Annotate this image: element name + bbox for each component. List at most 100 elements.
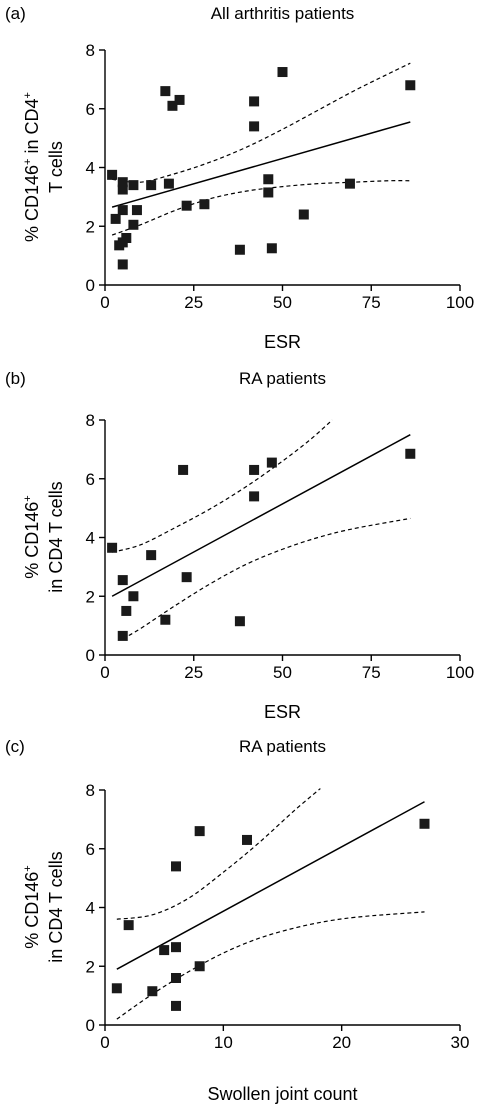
panel-a-data-point <box>405 80 416 91</box>
panel-c-data-point <box>419 818 430 829</box>
panel-c-y-tick-label: 0 <box>86 1016 95 1035</box>
panel-c-data-point <box>159 945 170 956</box>
panel-b-y-tick-label: 0 <box>86 646 95 665</box>
panel-b-data-point <box>121 605 132 616</box>
panel-a-y-label-line: T cells <box>46 141 66 193</box>
panel-a-data-point <box>107 169 118 180</box>
panel-c-y-tick-label: 2 <box>86 957 95 976</box>
panel-a-data-point <box>117 259 128 270</box>
panel-a-y-tick-label: 0 <box>86 276 95 295</box>
panel-a-data-point <box>263 187 274 198</box>
panel-c-x-tick-label: 10 <box>214 1033 233 1052</box>
panel-a-data-point <box>266 243 277 254</box>
panel-c-ci-lower <box>116 911 425 1020</box>
panel-c-x-tick-label: 30 <box>451 1033 470 1052</box>
panel-a-fit-line <box>111 121 411 208</box>
panel-c-data-point <box>147 986 158 997</box>
panel-b-data-point <box>405 448 416 459</box>
panel-a-data-point <box>131 205 142 216</box>
panel-c-y-label-line: % CD146+ <box>22 865 42 948</box>
panel-b-data-point <box>107 542 118 553</box>
panel-c-ci-upper <box>116 788 321 920</box>
panel-c-data-point <box>242 834 252 845</box>
panel-a-data-point <box>117 184 128 195</box>
panel-b: (b) RA patients 0 25 50 75 100 0 2 4 6 8 ESR % CD146+… <box>5 369 474 722</box>
panel-b-x-tick-label: 75 <box>362 663 381 682</box>
panel-c: (c) RA patients 0 10 20 30 0 2 4 6 8 Swollen joint … <box>5 737 469 1104</box>
panel-b-y-tick-label: 4 <box>86 529 95 548</box>
panel-c-data-point <box>171 973 181 983</box>
panel-c-data-point <box>194 961 205 972</box>
panel-a-data-point <box>249 121 260 132</box>
panel-a-data-point <box>277 67 288 78</box>
panel-a-data-point <box>167 100 178 111</box>
panel-b-x-tick-label: 50 <box>273 663 292 682</box>
panel-b-x-tick-label: 25 <box>184 663 203 682</box>
panel-a: (a) All arthritis patients 0 25 50 75 100 0 2 4 6 8… <box>5 4 474 352</box>
panel-c-y-tick-label: 8 <box>86 781 95 800</box>
panel-a-x-tick-label: 50 <box>273 293 292 312</box>
panel-b-x-tick-label: 0 <box>100 663 109 682</box>
panel-a-data-point <box>128 180 139 191</box>
panel-b-data-point <box>266 457 277 468</box>
panel-c-x-tick-label: 0 <box>100 1033 109 1052</box>
panel-a-y-tick-label: 2 <box>86 217 95 236</box>
panel-a-data-point <box>117 205 128 216</box>
panel-c-y-tick-label: 4 <box>86 899 95 918</box>
panel-b-y-tick-label: 6 <box>86 470 95 489</box>
panel-b-data-point <box>117 575 128 586</box>
panel-c-data-point <box>111 983 122 994</box>
panel-a-data-point <box>199 199 210 210</box>
panel-b-data-point <box>249 464 260 475</box>
panel-a-x-tick-label: 0 <box>100 293 109 312</box>
panel-b-ci-upper <box>111 419 333 553</box>
panel-a-data-point <box>121 233 132 243</box>
panel-a-title: All arthritis patients <box>211 4 355 23</box>
panel-a-data-point <box>174 94 185 105</box>
panel-c-y-tick-label: 6 <box>86 840 95 859</box>
panel-a-y-tick-label: 8 <box>86 41 95 60</box>
panel-a-ci-upper <box>112 62 411 183</box>
panel-a-data-point <box>234 244 245 255</box>
panel-a-y-label-line: % CD146+ in CD4+ <box>22 92 42 242</box>
panel-a-y-tick-label: 6 <box>86 100 95 119</box>
panel-a-x-tick-label: 25 <box>184 293 203 312</box>
panel-a-data-point <box>146 180 157 191</box>
panel-a-y-tick-label: 4 <box>86 159 95 178</box>
panel-b-y-label-line: in CD4 T cells <box>46 481 66 592</box>
panel-c-y-label-line: in CD4 T cells <box>46 851 66 962</box>
panel-a-x-tick-label: 100 <box>446 293 474 312</box>
panel-b-ci-lower <box>122 517 411 640</box>
panel-a-data-point <box>263 174 274 185</box>
panel-c-fit-line <box>116 801 425 970</box>
panel-a-data-point <box>117 177 128 188</box>
panel-c-data-point <box>123 920 134 931</box>
panel-b-data-point <box>181 572 192 583</box>
panel-a-data-point <box>344 178 355 189</box>
panel-c-title: RA patients <box>239 737 326 756</box>
panel-c-data-point <box>171 1000 181 1011</box>
panel-b-data-point <box>178 464 189 475</box>
panel-a-data-point <box>181 200 192 211</box>
panel-b-y-tick-label: 2 <box>86 587 95 606</box>
panel-b-letter: (b) <box>5 369 26 388</box>
panel-a-data-point <box>128 219 139 230</box>
panel-b-x-tick-label: 100 <box>446 663 474 682</box>
panel-a-data-point <box>163 178 174 189</box>
panel-c-data-point <box>171 861 181 872</box>
panel-c-data-point <box>194 826 205 837</box>
panel-a-data-point <box>298 209 309 220</box>
panel-a-data-point <box>110 213 121 224</box>
panel-b-fit-line <box>111 434 411 597</box>
panel-c-x-tick-label: 20 <box>332 1033 351 1052</box>
panel-c-data-point <box>171 942 181 953</box>
panel-a-x-tick-label: 75 <box>362 293 381 312</box>
panel-b-data-point <box>128 591 139 602</box>
panel-b-data-point <box>249 491 260 502</box>
panel-c-letter: (c) <box>5 737 25 756</box>
panel-b-data-point <box>234 616 245 627</box>
panel-b-y-label-line: % CD146+ <box>22 495 42 578</box>
panel-a-data-point <box>160 86 171 97</box>
panel-b-data-point <box>117 630 128 641</box>
